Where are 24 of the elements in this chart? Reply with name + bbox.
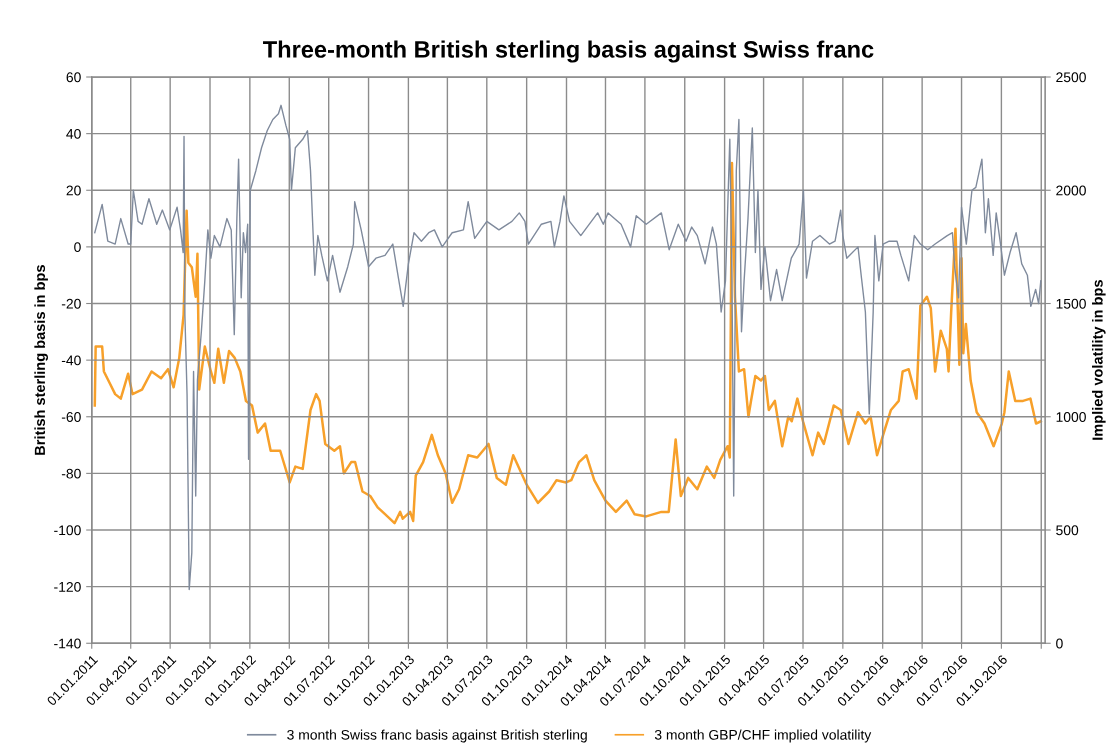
legend-label: 3 month Swiss franc basis against British sterling [287,729,587,743]
y2-tick-label: 2000 [1056,185,1086,196]
y-axis-title: British sterling basis in bps [34,265,48,455]
y2-tick-label: 500 [1056,525,1079,536]
y-tick-label: -40 [61,355,81,366]
chart-title: Three-month British sterling basis against Swiss franc [263,40,874,63]
y-tick-label: -120 [54,581,81,592]
y-tick-label: -60 [61,412,81,422]
y-tick-label: 20 [66,185,81,196]
y-tick-label: -140 [54,638,81,649]
y-tick-label: 60 [66,72,81,83]
y2-tick-label: 1500 [1056,298,1086,309]
line-series [93,161,1043,525]
y-tick-label: -20 [61,298,81,309]
y-tick-label: -100 [54,525,81,536]
y-tick-label: 40 [66,128,81,139]
legend-label: 3 month GBP/CHF implied volatility [654,729,872,743]
y2-tick-label: 1000 [1056,412,1086,422]
y-tick-label: -80 [61,468,81,479]
y-tick-label: 0 [74,242,81,253]
y2-tick-label: 0 [1056,638,1063,649]
line-series [94,104,1042,591]
y2-axis-title: Implied volatility in bps [1092,280,1106,440]
y2-tick-label: 2500 [1056,72,1086,83]
